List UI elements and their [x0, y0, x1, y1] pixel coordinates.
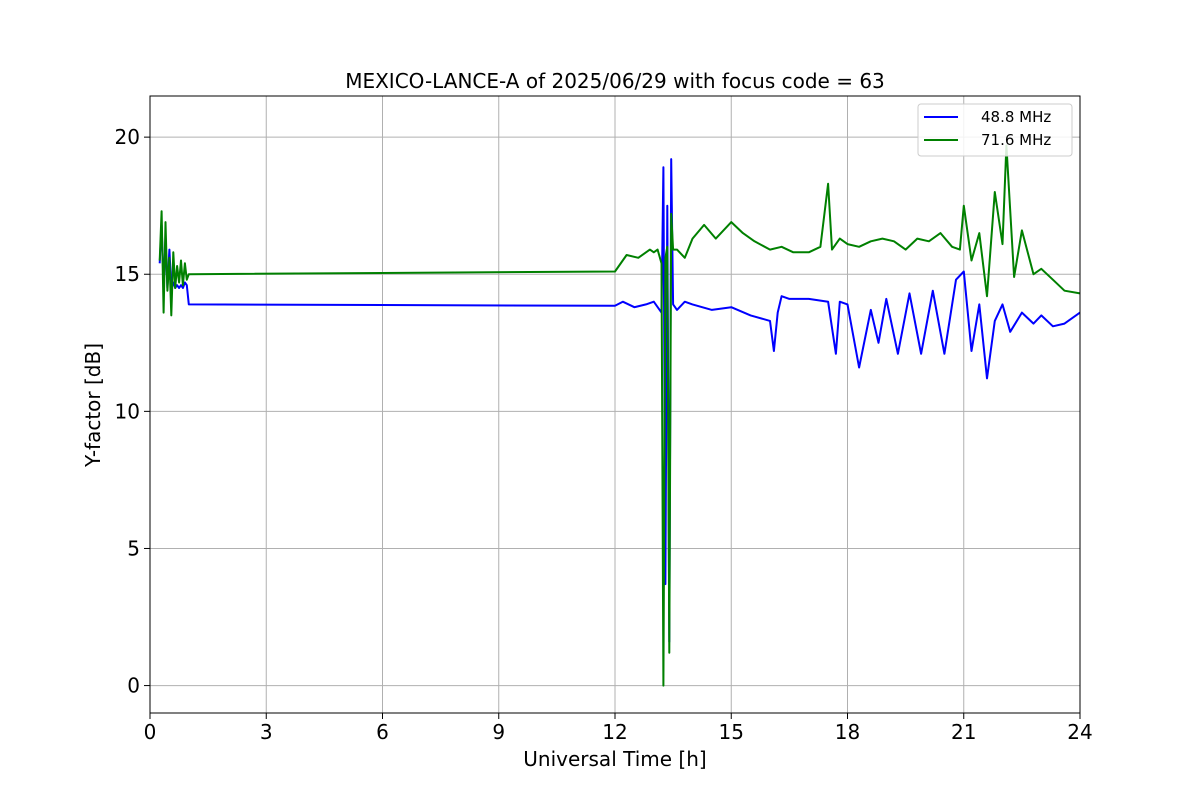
- y-axis-ticks: 0 5 10 15 20: [115, 125, 150, 698]
- x-tick-label: 24: [1067, 720, 1092, 744]
- series-line-71-6-mhz: [158, 144, 1081, 687]
- legend: 48.8 MHz 71.6 MHz: [917, 103, 1073, 157]
- x-tick-label: 9: [492, 720, 505, 744]
- x-tick-label: 18: [835, 720, 860, 744]
- series-line-48-8-mhz: [158, 158, 1081, 643]
- y-tick-label: 20: [115, 125, 140, 149]
- y-tick-label: 0: [127, 674, 140, 698]
- x-axis-ticks: 0 3 6 9 12 15 18 21 24: [144, 713, 1093, 744]
- x-axis-label: Universal Time [h]: [523, 747, 706, 771]
- legend-label-48-8: 48.8 MHz: [981, 108, 1051, 126]
- x-tick-label: 21: [951, 720, 976, 744]
- legend-label-71-6: 71.6 MHz: [981, 131, 1051, 149]
- chart-title: MEXICO-LANCE-A of 2025/06/29 with focus …: [345, 69, 885, 93]
- x-tick-label: 15: [719, 720, 744, 744]
- y-axis-label: Y-factor [dB]: [81, 343, 105, 468]
- x-tick-label: 3: [260, 720, 273, 744]
- x-tick-label: 6: [376, 720, 389, 744]
- y-tick-label: 10: [115, 399, 140, 423]
- y-tick-label: 5: [127, 536, 140, 560]
- x-tick-label: 0: [144, 720, 157, 744]
- y-tick-label: 15: [115, 262, 140, 286]
- x-tick-label: 12: [602, 720, 627, 744]
- series-layer: [158, 144, 1081, 687]
